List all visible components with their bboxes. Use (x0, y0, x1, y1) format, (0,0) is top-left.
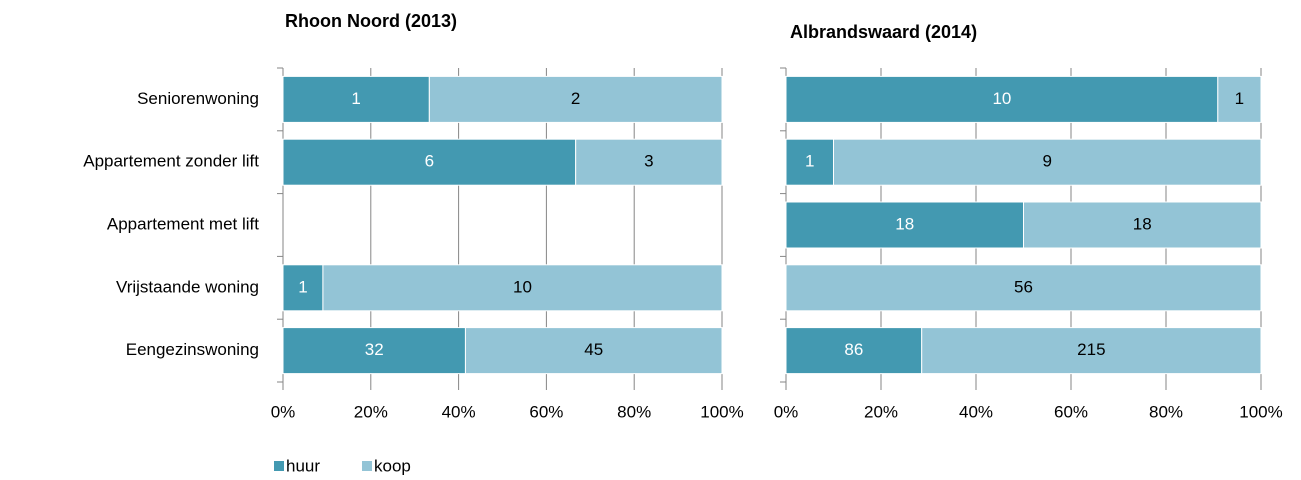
x-tick-label: 80% (617, 402, 651, 421)
data-label: 86 (844, 340, 863, 359)
x-tick-label: 0% (271, 402, 296, 421)
data-label: 45 (584, 340, 603, 359)
chart-title: Albrandswaard (2014) (790, 22, 977, 42)
y-tick-label: Seniorenwoning (137, 89, 259, 108)
data-label: 215 (1077, 340, 1105, 359)
bar (921, 327, 1262, 375)
bar (1217, 75, 1262, 123)
data-label: 1 (298, 277, 307, 296)
data-label: 18 (1133, 214, 1152, 233)
data-label: 9 (1043, 152, 1052, 171)
y-tick-label: Vrijstaande woning (116, 277, 259, 296)
legend-label: koop (374, 456, 411, 475)
data-label: 10 (992, 89, 1011, 108)
data-label: 1 (351, 89, 360, 108)
x-tick-label: 20% (354, 402, 388, 421)
bar (464, 327, 723, 375)
bar (785, 201, 1024, 249)
data-label: 56 (1014, 277, 1033, 296)
x-tick-label: 100% (700, 402, 743, 421)
legend-label: huur (286, 456, 320, 475)
bar (282, 264, 324, 312)
chart-title: Rhoon Noord (2013) (285, 11, 457, 31)
bar (428, 75, 723, 123)
x-tick-label: 40% (959, 402, 993, 421)
bar (282, 327, 466, 375)
x-tick-label: 0% (774, 402, 799, 421)
legend-swatch (274, 461, 284, 471)
bar (575, 138, 723, 186)
x-tick-label: 20% (864, 402, 898, 421)
bar (833, 138, 1262, 186)
legend-swatch (362, 461, 372, 471)
bar (1023, 201, 1262, 249)
data-label: 10 (513, 277, 532, 296)
y-tick-label: Appartement met lift (107, 214, 259, 233)
data-label: 18 (895, 214, 914, 233)
data-label: 32 (365, 340, 384, 359)
bar (322, 264, 723, 312)
data-label: 2 (571, 89, 580, 108)
data-label: 1 (1235, 89, 1244, 108)
bar (282, 75, 430, 123)
x-tick-label: 60% (529, 402, 563, 421)
bar (785, 138, 834, 186)
bar (785, 327, 923, 375)
data-label: 1 (805, 152, 814, 171)
data-label: 3 (644, 152, 653, 171)
x-tick-label: 80% (1149, 402, 1183, 421)
y-tick-label: Eengezinswoning (126, 340, 259, 359)
y-tick-label: Appartement zonder lift (83, 152, 259, 171)
data-label: 6 (425, 152, 434, 171)
x-tick-label: 100% (1239, 402, 1282, 421)
bar (785, 264, 1262, 312)
x-tick-label: 60% (1054, 402, 1088, 421)
bar (282, 138, 577, 186)
x-tick-label: 40% (442, 402, 476, 421)
